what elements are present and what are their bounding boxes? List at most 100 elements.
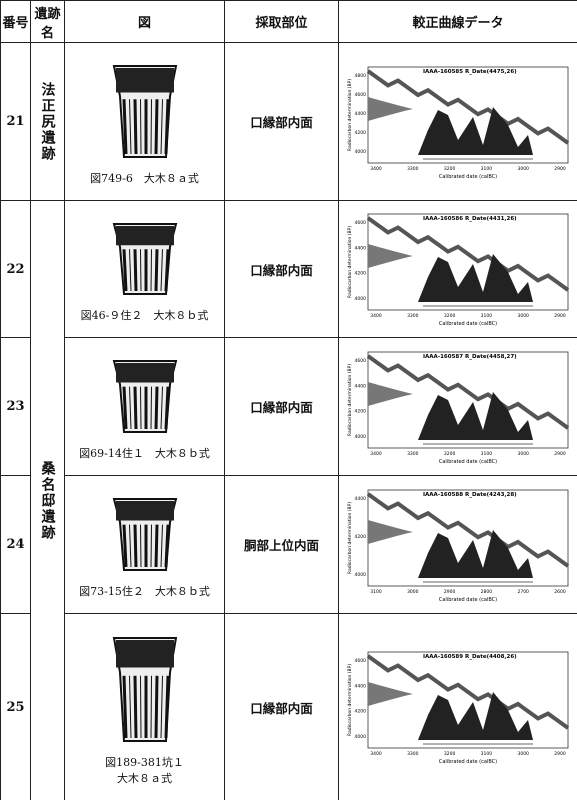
pottery-pattern [133, 99, 137, 155]
row-number: 24 [1, 476, 31, 614]
sampling-part: 胴部上位内面 [225, 476, 339, 614]
calibration-chart: IAAA-160587 R_Date(4458,27) 3400 3300 3200 3… [347, 351, 570, 465]
x-tick-label: 3400 [370, 313, 382, 319]
y-axis-label: Radiocarbon determination (BP) [347, 78, 353, 150]
y-tick-label: 4000 [355, 572, 367, 578]
y-tick-label: 4000 [355, 296, 367, 302]
pottery-pattern [160, 99, 163, 155]
y-tick-label: 4200 [355, 130, 367, 136]
x-tick-label: 3000 [517, 751, 529, 757]
x-tick-label: 2900 [554, 166, 566, 172]
y-tick-label: 4200 [355, 271, 367, 277]
chart-cell: IAAA-160585 R_Date(4475,26) 3400 3300 3200 3… [339, 43, 577, 201]
chart-cell: IAAA-160588 R_Date(4243,28) 3100 3000 2900 2… [339, 476, 577, 614]
pottery-pattern [139, 675, 141, 739]
figure-caption: 図189-381坑１ [105, 756, 184, 769]
pottery-pattern [128, 99, 131, 155]
pottery-pattern [128, 524, 131, 568]
pottery-pattern [139, 249, 141, 292]
pottery-pattern [139, 99, 141, 155]
row-number: 25 [1, 614, 31, 800]
pottery-pattern [164, 675, 169, 739]
chart-title: IAAA-160587 R_Date(4458,27) [423, 354, 517, 360]
x-tick-label: 2900 [554, 313, 566, 319]
probability-peaks [418, 529, 533, 578]
pottery-pattern [160, 386, 163, 430]
header-cell: 図 [65, 1, 225, 43]
figure-caption: 図69-14住１ 大木８ｂ式 [79, 447, 210, 460]
pottery-pattern [133, 524, 137, 568]
probability-peaks [418, 254, 533, 302]
y-tick-label: 4400 [355, 496, 367, 502]
probability-peaks [418, 391, 533, 440]
pottery-pattern [122, 249, 127, 292]
sampling-part: 口縁部内面 [225, 614, 339, 800]
calibration-curve [366, 654, 570, 730]
chart-cell: IAAA-160586 R_Date(4431,26) 3400 3300 3200 3… [339, 201, 577, 338]
prior-distribution [368, 519, 413, 544]
y-tick-label: 4400 [355, 683, 367, 689]
calibration-chart: IAAA-160588 R_Date(4243,28) 3100 3000 2900 2… [347, 489, 570, 603]
pottery-pattern [122, 524, 127, 568]
x-tick-label: 3100 [481, 313, 493, 319]
figure-caption: 大木８ａ式 [117, 772, 172, 785]
figure-cell: 図69-14住１ 大木８ｂ式 [65, 338, 225, 476]
pottery-pattern [154, 99, 158, 155]
figure-cell: 図189-381坑１ 大木８ａ式 [65, 614, 225, 800]
pottery-pattern [154, 386, 158, 430]
x-tick-label: 3200 [444, 451, 456, 457]
pottery-pattern [150, 524, 152, 568]
x-tick-label: 3100 [370, 589, 382, 595]
figure-caption: 図749-6 大木８ａ式 [90, 172, 199, 185]
x-tick-label: 3000 [517, 451, 529, 457]
pottery-pattern [160, 675, 163, 739]
y-tick-label: 4600 [355, 92, 367, 98]
calibration-curve [366, 68, 570, 145]
y-tick-label: 4400 [355, 245, 367, 251]
pottery-drawing [112, 360, 177, 433]
pottery-pattern [122, 675, 127, 739]
pottery-pattern [154, 524, 158, 568]
pottery-pattern [128, 386, 131, 430]
row-number: 23 [1, 338, 31, 476]
figure-caption: 図73-15住２ 大木８ｂ式 [79, 585, 210, 598]
row-number: 22 [1, 201, 31, 338]
pottery-pattern [150, 675, 152, 739]
chart-title: IAAA-160588 R_Date(4243,28) [423, 492, 517, 498]
site-name: 法正尻遺跡 [31, 43, 65, 201]
x-tick-label: 3400 [370, 166, 382, 172]
y-tick-label: 4400 [355, 111, 367, 117]
y-tick-label: 4000 [355, 434, 367, 440]
pottery-drawing [112, 637, 177, 742]
pottery-pattern [150, 386, 152, 430]
x-tick-label: 2900 [554, 751, 566, 757]
y-tick-label: 4200 [355, 534, 367, 540]
pottery-rim [115, 640, 174, 668]
sampling-part: 口縁部内面 [225, 43, 339, 201]
pottery-pattern [164, 524, 169, 568]
y-tick-label: 4600 [355, 220, 367, 226]
figure-cell: 図46-９住２ 大木８ｂ式 [65, 201, 225, 338]
pottery-pattern [128, 249, 131, 292]
pottery-pattern [164, 249, 169, 292]
calibration-curve [366, 491, 570, 568]
prior-distribution [368, 381, 413, 406]
pottery-drawing [112, 65, 177, 158]
y-tick-label: 4400 [355, 383, 367, 389]
figure-caption: 図46-９住２ 大木８ｂ式 [80, 309, 209, 322]
pottery-drawing [112, 498, 177, 571]
y-axis-label: Radiocarbon determination (BP) [347, 501, 353, 573]
header-cell: 番号 [1, 1, 31, 43]
chart-cell: IAAA-160589 R_Date(4408,26) 3400 3300 3200 3… [339, 614, 577, 800]
y-tick-label: 4600 [355, 358, 367, 364]
y-tick-label: 4200 [355, 408, 367, 414]
x-tick-label: 3300 [407, 313, 419, 319]
y-axis-label: Radiocarbon determination (BP) [347, 664, 353, 736]
pottery-pattern [164, 386, 169, 430]
x-axis-label: Calibrated date (calBC) [439, 174, 497, 180]
y-axis-label: Radiocarbon determination (BP) [347, 226, 353, 298]
chart-title: IAAA-160586 R_Date(4431,26) [423, 216, 517, 222]
y-tick-label: 4600 [355, 658, 367, 664]
pottery-rim [115, 363, 174, 383]
pottery-pattern [133, 675, 137, 739]
